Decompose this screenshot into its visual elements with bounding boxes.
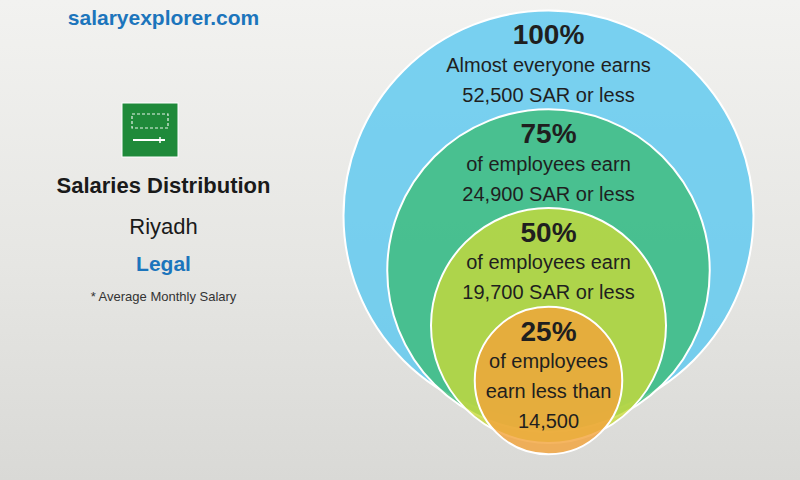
svg-text:of employees earn: of employees earn [466, 251, 631, 273]
svg-text:24,900 SAR or less: 24,900 SAR or less [462, 183, 634, 205]
svg-text:earn less than: earn less than [486, 380, 612, 402]
svg-text:100%: 100% [513, 19, 585, 50]
svg-text:50%: 50% [520, 217, 576, 248]
svg-text:* Average Monthly Salary: * Average Monthly Salary [91, 289, 237, 304]
svg-text:Riyadh: Riyadh [129, 214, 197, 239]
svg-text:Legal: Legal [136, 252, 191, 275]
svg-text:25%: 25% [520, 316, 576, 347]
svg-text:19,700 SAR or less: 19,700 SAR or less [462, 281, 634, 303]
svg-text:Almost everyone earns: Almost everyone earns [446, 54, 651, 76]
svg-text:75%: 75% [520, 118, 576, 149]
svg-text:52,500 SAR or less: 52,500 SAR or less [462, 84, 634, 106]
svg-text:salaryexplorer.com: salaryexplorer.com [68, 6, 259, 29]
svg-text:Salaries Distribution: Salaries Distribution [57, 173, 271, 198]
svg-text:14,500: 14,500 [518, 410, 579, 432]
svg-text:of employees earn: of employees earn [466, 153, 631, 175]
svg-text:of employees: of employees [489, 350, 608, 372]
